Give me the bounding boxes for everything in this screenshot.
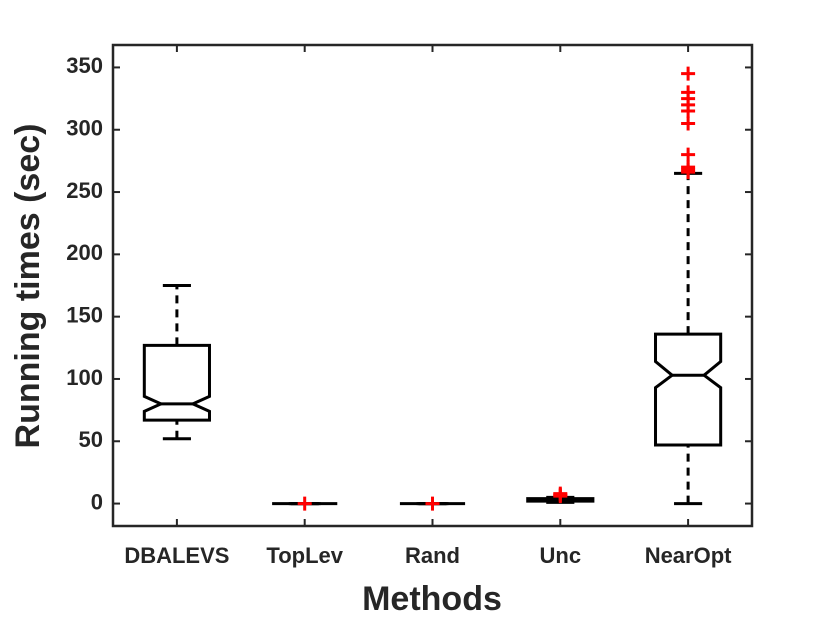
x-tick-label: TopLev <box>266 543 343 568</box>
outlier <box>681 66 696 81</box>
outlier <box>425 496 440 511</box>
outlier <box>681 85 696 100</box>
outlier <box>681 160 696 175</box>
y-tick-label: 0 <box>91 489 103 514</box>
y-tick-label: 350 <box>66 53 103 78</box>
y-tick-label: 200 <box>66 240 103 265</box>
x-tick-label: NearOpt <box>645 543 732 568</box>
x-tick-label: Unc <box>540 543 582 568</box>
y-tick-label: 150 <box>66 302 103 327</box>
plot-frame <box>111 43 754 528</box>
x-tick-label: Rand <box>405 543 460 568</box>
y-axis-label: Running times (sec) <box>9 124 47 449</box>
box <box>526 497 595 503</box>
box <box>142 343 211 422</box>
outlier <box>297 496 312 511</box>
x-tick-label: DBALEVS <box>124 543 229 568</box>
y-tick-label: 250 <box>66 178 103 203</box>
y-tick-label: 50 <box>79 427 103 452</box>
y-tick-label: 100 <box>66 365 103 390</box>
outlier <box>681 147 696 162</box>
y-tick-label: 300 <box>66 116 103 141</box>
outlier <box>553 486 568 501</box>
box <box>654 332 723 447</box>
x-axis-label: Methods <box>362 580 502 618</box>
outlier <box>681 116 696 131</box>
